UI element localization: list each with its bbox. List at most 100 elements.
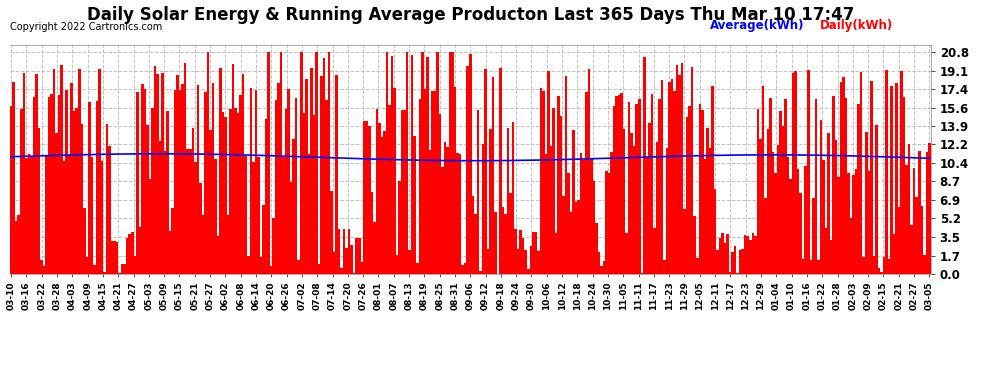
Bar <box>605 171 608 274</box>
Bar <box>264 119 267 274</box>
Bar <box>543 91 545 274</box>
Bar <box>913 168 916 274</box>
Bar <box>46 156 48 274</box>
Bar <box>280 53 282 274</box>
Bar <box>33 97 35 274</box>
Bar <box>777 145 779 274</box>
Bar <box>655 142 658 274</box>
Bar <box>794 71 797 274</box>
Bar <box>373 222 375 274</box>
Bar <box>10 106 13 274</box>
Bar <box>277 83 280 274</box>
Bar <box>665 148 668 274</box>
Bar <box>792 74 794 274</box>
Bar <box>890 87 893 274</box>
Bar <box>895 82 898 274</box>
Bar <box>906 165 908 274</box>
Bar <box>80 124 83 274</box>
Bar <box>285 110 287 274</box>
Bar <box>769 98 771 274</box>
Bar <box>517 249 520 274</box>
Bar <box>538 251 540 274</box>
Bar <box>852 175 855 274</box>
Bar <box>248 256 249 274</box>
Bar <box>28 154 30 274</box>
Bar <box>838 177 840 274</box>
Bar <box>346 248 347 274</box>
Bar <box>540 88 543 274</box>
Bar <box>535 232 538 274</box>
Bar <box>727 234 729 274</box>
Bar <box>623 129 626 274</box>
Bar <box>85 257 88 274</box>
Bar <box>774 173 777 274</box>
Bar <box>144 89 147 274</box>
Bar <box>451 53 453 274</box>
Bar <box>204 93 207 274</box>
Bar <box>370 192 373 274</box>
Bar <box>35 74 38 274</box>
Bar <box>18 215 20 274</box>
Bar <box>300 53 303 274</box>
Bar <box>350 245 353 274</box>
Bar <box>668 82 671 274</box>
Bar <box>171 208 174 274</box>
Bar <box>225 117 227 274</box>
Bar <box>207 53 209 274</box>
Bar <box>872 256 875 274</box>
Bar <box>252 162 254 274</box>
Bar <box>131 232 134 274</box>
Bar <box>683 209 686 274</box>
Bar <box>106 124 108 274</box>
Bar <box>830 240 833 274</box>
Bar <box>179 90 181 274</box>
Bar <box>347 230 350 274</box>
Bar <box>476 111 479 274</box>
Bar <box>65 90 68 274</box>
Bar <box>595 223 598 274</box>
Bar <box>176 75 179 274</box>
Bar <box>749 240 751 274</box>
Bar <box>711 86 714 274</box>
Title: Daily Solar Energy & Running Average Producton Last 365 Days Thu Mar 10 17:47: Daily Solar Energy & Running Average Pro… <box>86 6 854 24</box>
Bar <box>426 57 429 274</box>
Bar <box>729 272 732 274</box>
Bar <box>820 120 822 274</box>
Bar <box>249 88 252 274</box>
Bar <box>363 121 365 274</box>
Bar <box>572 130 575 274</box>
Bar <box>530 246 532 274</box>
Bar <box>771 152 774 274</box>
Bar <box>459 153 461 274</box>
Bar <box>746 236 749 274</box>
Text: Average(kWh): Average(kWh) <box>710 20 804 32</box>
Bar <box>169 231 171 274</box>
Bar <box>103 272 106 274</box>
Bar <box>805 166 807 274</box>
Bar <box>338 230 341 274</box>
Bar <box>663 260 665 274</box>
Bar <box>822 160 825 274</box>
Bar <box>807 70 810 274</box>
Bar <box>862 258 865 274</box>
Bar <box>434 92 437 274</box>
Bar <box>928 143 931 274</box>
Bar <box>212 84 214 274</box>
Bar <box>743 235 746 274</box>
Bar <box>232 64 235 274</box>
Bar <box>191 128 194 274</box>
Bar <box>466 66 469 274</box>
Bar <box>464 263 466 274</box>
Bar <box>479 271 481 274</box>
Bar <box>432 91 434 274</box>
Bar <box>580 153 582 274</box>
Bar <box>636 104 638 274</box>
Bar <box>20 109 23 274</box>
Bar <box>921 206 923 274</box>
Bar <box>55 133 57 274</box>
Bar <box>587 69 590 274</box>
Bar <box>41 260 43 274</box>
Bar <box>419 99 421 274</box>
Bar <box>310 68 313 274</box>
Bar <box>101 160 103 274</box>
